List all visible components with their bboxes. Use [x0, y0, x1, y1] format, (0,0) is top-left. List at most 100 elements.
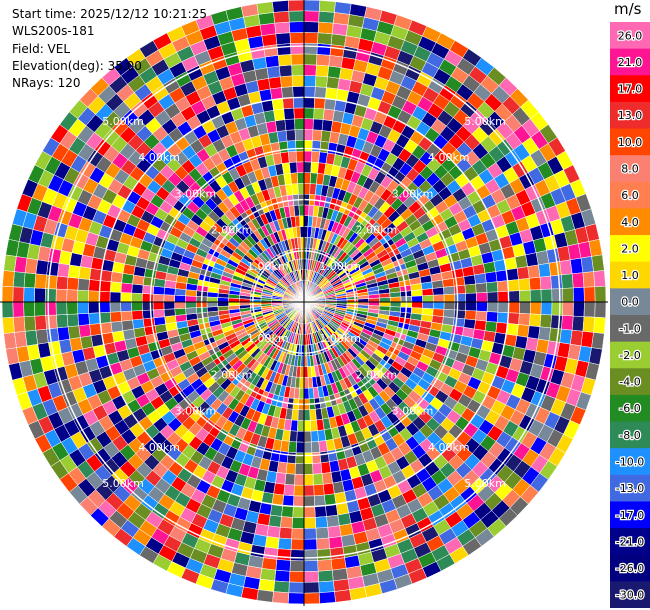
range-gate: [326, 76, 340, 90]
range-gate: [296, 172, 305, 184]
range-gate: [163, 294, 175, 303]
range-gate: [294, 215, 301, 228]
colorbar-tick-label: 21.0: [618, 56, 643, 69]
range-gate: [282, 97, 295, 110]
range-gate: [12, 271, 26, 288]
range-gate: [292, 86, 305, 98]
colorbar-bin: [610, 421, 650, 449]
range-gate: [539, 314, 552, 329]
range-gate: [433, 301, 445, 310]
range-gate: [316, 43, 332, 56]
range-gate: [295, 441, 305, 454]
elevation-label: Elevation(deg): 35.00: [12, 58, 142, 73]
range-gate: [263, 109, 276, 123]
range-gate: [443, 301, 456, 311]
range-gate: [66, 276, 79, 291]
range-gate: [291, 183, 299, 195]
range-gate: [303, 139, 313, 152]
range-gate: [422, 301, 434, 310]
range-gate: [206, 296, 219, 303]
range-gate: [314, 86, 327, 99]
range-gate: [464, 310, 477, 321]
range-gate: [465, 292, 477, 303]
range-gate: [282, 494, 295, 507]
range-ring-label: 5.00km: [464, 477, 506, 490]
range-gate: [273, 10, 290, 24]
range-gate: [496, 311, 509, 324]
range-gate: [270, 87, 283, 100]
range-gate: [275, 32, 291, 45]
range-gate: [303, 366, 309, 378]
range-gate: [296, 161, 305, 173]
range-gate: [464, 283, 477, 294]
range-gate: [379, 301, 391, 307]
range-gate: [174, 307, 187, 316]
range-gate: [303, 183, 311, 195]
range-gate: [299, 215, 305, 227]
start-time-label: Start time: 2025/12/12 10:21:25: [12, 7, 207, 21]
range-gate: [273, 108, 286, 122]
range-gate: [318, 0, 336, 13]
range-gate: [516, 324, 530, 338]
range-gate: [34, 287, 46, 303]
range-gate: [131, 283, 144, 294]
range-gate: [299, 226, 305, 238]
range-gate: [12, 301, 25, 318]
range-gate: [228, 301, 240, 307]
colorbar-bin: [610, 22, 650, 50]
range-gate: [540, 288, 553, 303]
range-gate: [570, 329, 584, 347]
range-gate: [303, 560, 319, 572]
range-gate: [289, 32, 305, 44]
range-gate: [109, 281, 122, 293]
range-gate: [291, 75, 305, 87]
range-gate: [88, 312, 101, 325]
range-ring-label: 4.00km: [138, 151, 180, 164]
range-gate: [240, 3, 259, 18]
range-gate: [3, 332, 17, 350]
range-gate: [109, 311, 122, 323]
range-gate: [516, 266, 530, 280]
range-gate: [288, 581, 305, 594]
range-gate: [77, 301, 89, 315]
range-gate: [303, 0, 321, 12]
range-gate: [538, 262, 551, 278]
range-gate: [261, 33, 278, 47]
range-gate: [152, 301, 165, 311]
range-gate: [328, 55, 344, 68]
range-gate: [550, 314, 563, 330]
range-gate: [66, 301, 79, 315]
range-gate: [593, 270, 606, 288]
range-gate: [152, 309, 165, 319]
range-gate: [276, 548, 292, 561]
range-gate: [484, 271, 498, 284]
range-gate: [327, 525, 342, 539]
range-gate: [476, 292, 488, 303]
range-gate: [303, 377, 309, 389]
range-gate: [310, 430, 319, 443]
range-gate: [23, 287, 35, 303]
range-gate: [98, 291, 111, 303]
range-gate: [314, 505, 327, 518]
range-gate: [288, 10, 305, 23]
colorbar-tick-label: 4.0: [621, 216, 639, 229]
range-gate: [12, 286, 25, 303]
range-gate: [315, 64, 330, 77]
range-gate: [99, 311, 112, 324]
range-gate: [272, 591, 290, 604]
colorbar-tick-label: -2.0: [619, 349, 640, 362]
range-gate: [287, 0, 305, 12]
range-gate: [318, 580, 335, 594]
range-gate: [303, 107, 315, 120]
range-ring-label: 3.00km: [392, 187, 434, 200]
range-gate: [472, 263, 486, 276]
colorbar-tick-label: -6.0: [619, 402, 640, 415]
range-gate: [293, 484, 305, 497]
range-gate: [582, 316, 596, 333]
range-gate: [274, 569, 291, 583]
range-ring-label: 3.00km: [175, 187, 217, 200]
range-gate: [287, 441, 297, 454]
range-gate: [292, 506, 305, 518]
range-gate: [44, 288, 57, 303]
colorbar-tick-label: 26.0: [618, 29, 643, 42]
